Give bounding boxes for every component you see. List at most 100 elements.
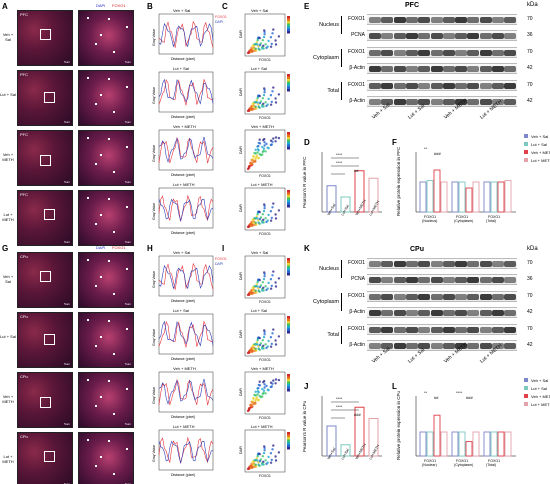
coloc-point bbox=[269, 219, 273, 222]
arrow-marker bbox=[113, 353, 115, 355]
wb-protein-label: FOXO1 bbox=[348, 293, 365, 299]
arrow-marker bbox=[126, 146, 128, 148]
wb-band bbox=[393, 17, 406, 23]
coloc-point bbox=[274, 378, 278, 381]
arrow-marker bbox=[113, 111, 115, 113]
if-zoom-box bbox=[44, 92, 55, 103]
wb-band bbox=[455, 50, 468, 56]
coloc-point bbox=[258, 94, 261, 98]
relexp-bar bbox=[458, 181, 466, 213]
profile-group-label: Lut + METH bbox=[173, 182, 195, 187]
wb-protein-label: β-Actin bbox=[349, 65, 365, 71]
wb-band bbox=[492, 261, 504, 267]
coloc-point bbox=[262, 391, 265, 395]
wb-band bbox=[492, 17, 504, 23]
wb-band bbox=[369, 33, 381, 39]
coloc-point bbox=[258, 152, 261, 156]
coloc-point bbox=[254, 42, 257, 46]
profile-axes bbox=[158, 187, 214, 229]
coloc-point bbox=[250, 403, 253, 406]
wb-band bbox=[467, 343, 480, 349]
wb-band bbox=[381, 327, 394, 333]
relexp-bar bbox=[433, 169, 441, 213]
panel-label-c: C bbox=[222, 2, 228, 11]
legend-label: Veh + METH bbox=[531, 394, 550, 399]
wb-band bbox=[430, 99, 443, 105]
pearson-bar bbox=[368, 418, 379, 457]
legend-label: Lut + Sal bbox=[531, 142, 547, 147]
coloc-point bbox=[261, 47, 264, 50]
coloc-point bbox=[263, 203, 266, 206]
profile-legend-dapi: DAPI bbox=[215, 262, 223, 266]
wb-band bbox=[442, 33, 455, 39]
profile-dapi-line bbox=[158, 320, 214, 347]
coloc-point bbox=[252, 397, 255, 400]
coloc-point bbox=[267, 339, 270, 343]
wb-band bbox=[479, 99, 492, 105]
coloc-point bbox=[270, 216, 273, 220]
coloc-group-label: Lut + METH bbox=[251, 182, 273, 187]
coloc-point bbox=[262, 93, 266, 97]
arrow-marker bbox=[126, 328, 128, 330]
wb-band bbox=[479, 33, 492, 39]
wb-band bbox=[479, 294, 492, 300]
wb-band bbox=[504, 294, 517, 300]
coloc-point bbox=[274, 39, 277, 42]
profile-and-coloc-plots: Veh + Sal Distance (pixel) Gray Value FOXO1… bbox=[152, 8, 290, 478]
scale-bar-label: 5um bbox=[125, 180, 131, 184]
wb-kda-header-pfc: kDa bbox=[527, 2, 538, 8]
colorbar-swatch bbox=[287, 21, 290, 24]
wb-band bbox=[418, 327, 431, 333]
pearson-tick-label: Veh+Sal bbox=[326, 447, 336, 461]
coloc-point bbox=[254, 100, 257, 104]
wb-band bbox=[369, 261, 381, 267]
coloc-ylabel: DAPI bbox=[239, 30, 243, 38]
coloc-point bbox=[257, 289, 260, 292]
coloc-point bbox=[263, 137, 266, 141]
arrow-marker bbox=[126, 268, 128, 270]
coloc-point bbox=[250, 290, 253, 293]
coloc-point bbox=[254, 148, 257, 151]
if-zoom-image: 5um bbox=[78, 312, 134, 368]
legend-swatch bbox=[524, 394, 528, 398]
colorbar-swatch bbox=[287, 381, 290, 384]
wb-kda-label: 70 bbox=[527, 82, 533, 88]
relexp-bar bbox=[419, 431, 427, 457]
coloc-point bbox=[262, 335, 266, 339]
relexp-tick-label: (Nuclear) bbox=[422, 463, 437, 467]
wb-band bbox=[405, 310, 418, 316]
if-overview-image: PFC 5um bbox=[17, 130, 73, 186]
profile-ylabel: Gray Value bbox=[152, 445, 156, 462]
if-zoom-box bbox=[40, 397, 51, 408]
relexp-tick-label: FOXO1 bbox=[456, 459, 468, 463]
wb-band bbox=[369, 327, 381, 333]
coloc-point bbox=[250, 106, 253, 109]
profile-group-label: Lut + METH bbox=[173, 424, 195, 429]
wb-band bbox=[393, 83, 406, 89]
if-row-label: Lut + METH bbox=[2, 212, 14, 222]
sig-label: **** bbox=[336, 152, 343, 157]
profile-group-label: Lut + Sal bbox=[173, 66, 189, 71]
coloc-point bbox=[252, 466, 255, 469]
coloc-xlabel: FOXO1 bbox=[259, 232, 271, 236]
wb-band bbox=[381, 83, 394, 89]
panel-label-a: A bbox=[2, 2, 8, 11]
wb-kda-label: 42 bbox=[527, 309, 533, 315]
coloc-point bbox=[255, 107, 258, 110]
profile-ylabel: Gray Value bbox=[152, 29, 156, 46]
coloc-point bbox=[252, 292, 255, 295]
arrow-marker bbox=[126, 206, 128, 208]
wb-band-row bbox=[367, 14, 517, 25]
panel-label-f: F bbox=[392, 138, 397, 147]
wb-band bbox=[492, 99, 504, 105]
coloc-point bbox=[255, 99, 258, 102]
relexp-bar bbox=[490, 431, 498, 457]
coloc-point bbox=[257, 386, 260, 390]
coloc-point bbox=[274, 101, 278, 104]
colorbar-swatch bbox=[287, 81, 290, 84]
wb-band-row bbox=[367, 47, 517, 58]
wb-band bbox=[455, 83, 468, 89]
wb-band bbox=[418, 66, 431, 72]
wb-band-row bbox=[367, 307, 517, 318]
coloc-point bbox=[258, 394, 261, 398]
